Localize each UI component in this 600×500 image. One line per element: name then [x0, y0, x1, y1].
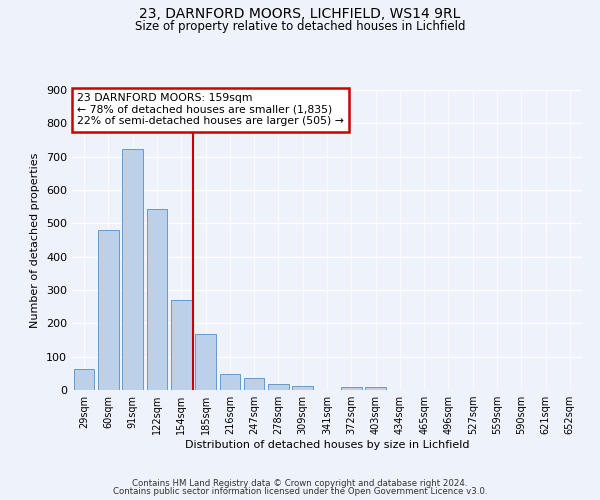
Bar: [365, 387, 386, 390]
Y-axis label: Number of detached properties: Number of detached properties: [31, 152, 40, 328]
Text: 23, DARNFORD MOORS, LICHFIELD, WS14 9RL: 23, DARNFORD MOORS, LICHFIELD, WS14 9RL: [139, 8, 461, 22]
Bar: [292, 386, 313, 390]
Bar: [220, 374, 240, 390]
Bar: [195, 334, 216, 390]
Bar: [171, 300, 191, 390]
Text: Contains public sector information licensed under the Open Government Licence v3: Contains public sector information licen…: [113, 487, 487, 496]
Text: Size of property relative to detached houses in Lichfield: Size of property relative to detached ho…: [135, 20, 465, 33]
Text: Contains HM Land Registry data © Crown copyright and database right 2024.: Contains HM Land Registry data © Crown c…: [132, 478, 468, 488]
Bar: [122, 150, 143, 390]
Text: 23 DARNFORD MOORS: 159sqm
← 78% of detached houses are smaller (1,835)
22% of se: 23 DARNFORD MOORS: 159sqm ← 78% of detac…: [77, 93, 344, 126]
Bar: [268, 384, 289, 390]
X-axis label: Distribution of detached houses by size in Lichfield: Distribution of detached houses by size …: [185, 440, 469, 450]
Bar: [146, 209, 167, 390]
Bar: [341, 387, 362, 390]
Bar: [244, 378, 265, 390]
Bar: [74, 370, 94, 390]
Bar: [98, 230, 119, 390]
